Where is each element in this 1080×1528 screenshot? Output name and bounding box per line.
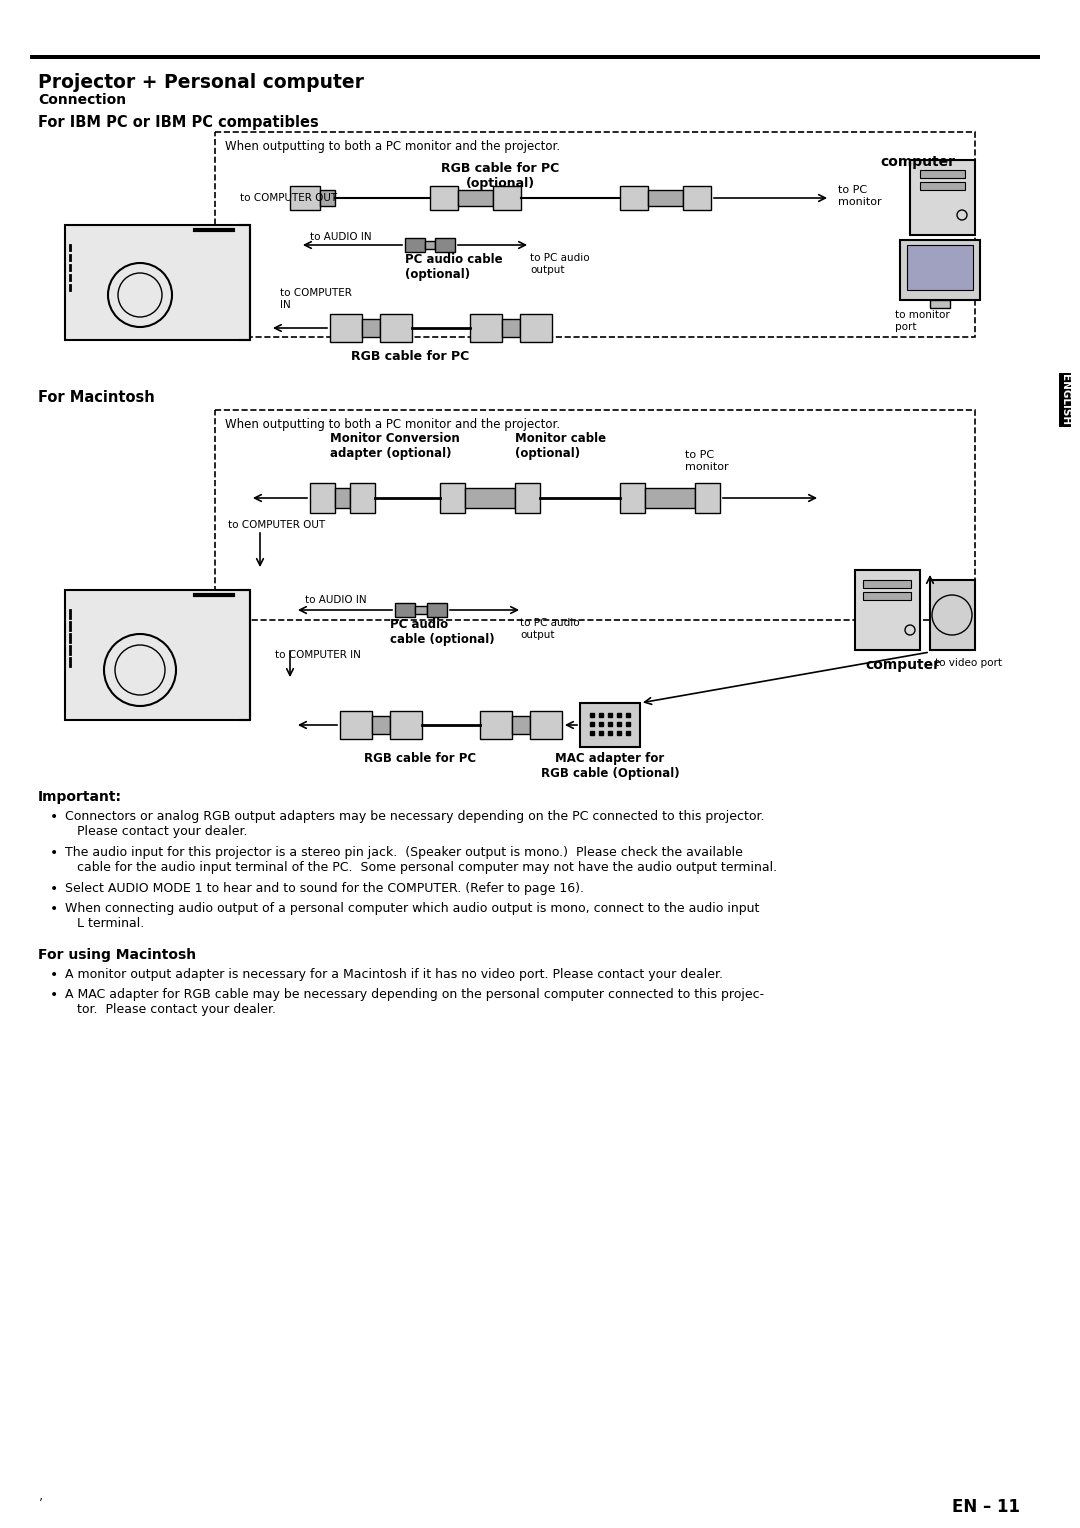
Text: RGB cable for PC
(optional): RGB cable for PC (optional) xyxy=(441,162,559,189)
Text: A monitor output adapter is necessary for a Macintosh if it has no video port. P: A monitor output adapter is necessary fo… xyxy=(65,969,723,981)
Text: When connecting audio output of a personal computer which audio output is mono, : When connecting audio output of a person… xyxy=(65,902,759,931)
Bar xyxy=(683,186,711,209)
Text: Connection: Connection xyxy=(38,93,126,107)
Text: •: • xyxy=(50,989,58,1002)
Text: to PC
monitor: to PC monitor xyxy=(685,451,729,472)
Bar xyxy=(492,186,521,209)
Bar xyxy=(310,483,335,513)
Bar xyxy=(502,319,519,338)
Text: ENGLISH: ENGLISH xyxy=(1059,374,1070,426)
Bar xyxy=(65,225,249,341)
Text: EN – 11: EN – 11 xyxy=(951,1497,1020,1516)
Bar xyxy=(372,717,390,733)
Bar xyxy=(648,189,683,206)
Bar xyxy=(470,313,502,342)
Text: PC audio cable
(optional): PC audio cable (optional) xyxy=(405,254,502,281)
Bar xyxy=(910,160,975,235)
Bar xyxy=(863,581,912,588)
Text: computer: computer xyxy=(865,659,940,672)
Text: •: • xyxy=(50,882,58,895)
Bar xyxy=(920,182,966,189)
Bar xyxy=(350,483,375,513)
Text: to COMPUTER IN: to COMPUTER IN xyxy=(275,649,361,660)
Bar xyxy=(465,487,515,507)
Bar xyxy=(395,604,415,617)
Text: •: • xyxy=(50,902,58,915)
Text: computer: computer xyxy=(880,154,955,170)
Text: •: • xyxy=(50,810,58,824)
Text: Monitor Conversion
adapter (optional): Monitor Conversion adapter (optional) xyxy=(330,432,460,460)
Text: to PC
monitor: to PC monitor xyxy=(838,185,881,206)
Text: to COMPUTER OUT: to COMPUTER OUT xyxy=(240,193,337,203)
Text: RGB cable for PC: RGB cable for PC xyxy=(351,350,469,364)
Bar xyxy=(335,487,350,507)
Bar xyxy=(530,711,562,740)
Bar xyxy=(340,711,372,740)
Bar xyxy=(390,711,422,740)
Text: When outputting to both a PC monitor and the projector.: When outputting to both a PC monitor and… xyxy=(225,419,561,431)
Text: to AUDIO IN: to AUDIO IN xyxy=(310,232,372,241)
Text: The audio input for this projector is a stereo pin jack.  (Speaker output is mon: The audio input for this projector is a … xyxy=(65,847,778,874)
Bar xyxy=(362,319,380,338)
Bar xyxy=(435,238,455,252)
Text: For Macintosh: For Macintosh xyxy=(38,390,154,405)
Text: Connectors or analog RGB output adapters may be necessary depending on the PC co: Connectors or analog RGB output adapters… xyxy=(65,810,765,837)
Bar xyxy=(405,238,426,252)
Text: to PC audio
output: to PC audio output xyxy=(519,617,580,640)
Bar xyxy=(580,703,640,747)
Bar xyxy=(430,186,458,209)
Bar xyxy=(620,186,648,209)
Bar xyxy=(930,581,975,649)
Text: A MAC adapter for RGB cable may be necessary depending on the personal computer : A MAC adapter for RGB cable may be neces… xyxy=(65,989,765,1016)
Text: to COMPUTER
IN: to COMPUTER IN xyxy=(280,287,352,310)
Text: Monitor cable
(optional): Monitor cable (optional) xyxy=(515,432,606,460)
Text: ’: ’ xyxy=(38,1497,42,1511)
Bar xyxy=(215,131,975,338)
Text: to video port: to video port xyxy=(935,659,1002,668)
Bar xyxy=(920,170,966,177)
Bar xyxy=(512,717,530,733)
Bar xyxy=(645,487,696,507)
Bar xyxy=(855,570,920,649)
Bar xyxy=(480,711,512,740)
Bar xyxy=(426,241,435,249)
Text: For using Macintosh: For using Macintosh xyxy=(38,947,197,963)
Bar xyxy=(380,313,411,342)
Text: PC audio
cable (optional): PC audio cable (optional) xyxy=(390,617,495,646)
Text: Projector + Personal computer: Projector + Personal computer xyxy=(38,73,364,92)
Bar xyxy=(330,313,362,342)
Text: to COMPUTER OUT: to COMPUTER OUT xyxy=(228,520,325,530)
Text: to AUDIO IN: to AUDIO IN xyxy=(305,594,366,605)
Bar xyxy=(930,299,950,309)
Text: When outputting to both a PC monitor and the projector.: When outputting to both a PC monitor and… xyxy=(225,141,561,153)
Text: •: • xyxy=(50,969,58,983)
Text: Select AUDIO MODE 1 to hear and to sound for the COMPUTER. (Refer to page 16).: Select AUDIO MODE 1 to hear and to sound… xyxy=(65,882,584,895)
Bar xyxy=(519,313,552,342)
Bar xyxy=(620,483,645,513)
Text: Important:: Important: xyxy=(38,790,122,804)
Bar xyxy=(215,410,975,620)
Text: MAC adapter for
RGB cable (Optional): MAC adapter for RGB cable (Optional) xyxy=(541,752,679,779)
Bar xyxy=(65,590,249,720)
Text: to PC audio
output: to PC audio output xyxy=(530,254,590,275)
Text: •: • xyxy=(50,847,58,860)
Bar xyxy=(427,604,447,617)
Bar xyxy=(515,483,540,513)
Bar xyxy=(30,55,1040,60)
Bar xyxy=(458,189,492,206)
Bar xyxy=(320,189,335,206)
Bar xyxy=(907,244,973,290)
Bar xyxy=(291,186,320,209)
Text: to monitor
port: to monitor port xyxy=(895,310,949,332)
Bar xyxy=(696,483,720,513)
Bar xyxy=(900,240,980,299)
Text: RGB cable for PC: RGB cable for PC xyxy=(364,752,476,766)
Bar xyxy=(863,591,912,601)
Text: For IBM PC or IBM PC compatibles: For IBM PC or IBM PC compatibles xyxy=(38,115,319,130)
Bar xyxy=(415,607,427,614)
Bar xyxy=(440,483,465,513)
